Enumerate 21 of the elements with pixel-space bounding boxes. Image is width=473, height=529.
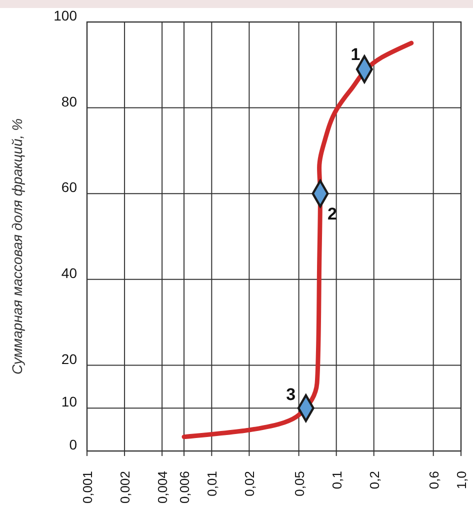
x-tick-label: 1,0	[454, 471, 469, 490]
annotation: 3	[286, 385, 296, 404]
y-tick-label: 60	[61, 179, 78, 196]
y-tick-label: 100	[54, 8, 78, 24]
x-tick-label: 0,2	[366, 471, 382, 490]
x-tick-label: 0,006	[177, 471, 192, 504]
y-tick-label: 0	[69, 436, 78, 453]
annotation: 1	[350, 45, 360, 64]
y-tick-label: 10	[61, 394, 78, 410]
y-tick-label: 80	[61, 93, 78, 110]
y-axis-title: Суммарная массовая доля фракций, %	[9, 118, 25, 375]
x-tick-label: 0,01	[204, 471, 220, 496]
x-tick-label: 0,05	[292, 471, 307, 496]
x-tick-label: 0,002	[118, 471, 133, 504]
x-tick-label: 0,001	[80, 471, 95, 504]
x-tick-label: 0,6	[426, 471, 442, 490]
y-tick-label: 20	[61, 350, 78, 367]
x-tick-label: 0,004	[155, 471, 170, 504]
y-tick-label: 40	[61, 265, 78, 281]
x-tick-label: 0,02	[242, 471, 258, 496]
x-tick-label: 0,1	[329, 471, 344, 490]
